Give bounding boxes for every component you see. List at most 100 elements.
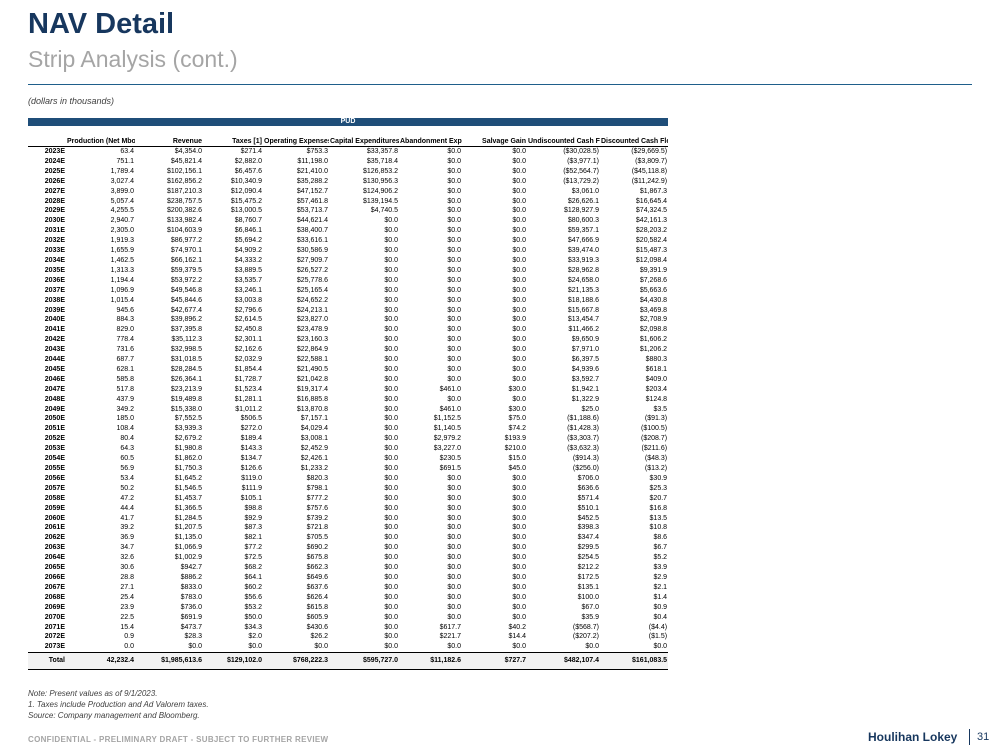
cell: $0.0 — [512, 365, 526, 373]
cell: $0.0 — [447, 603, 461, 611]
cell: $0.0 — [512, 564, 526, 572]
cell: $20,582.4 — [635, 237, 668, 245]
cell: $119.0 — [241, 474, 262, 482]
cell: $23,213.9 — [170, 385, 202, 393]
cell: $637.6 — [306, 583, 328, 591]
cell: 829.0 — [116, 326, 134, 334]
cell: $10.8 — [649, 524, 668, 532]
row-label: 2037E — [44, 286, 65, 294]
cell: $0.0 — [512, 326, 526, 334]
cell: 56.9 — [120, 465, 134, 472]
cell: $162,856.2 — [166, 177, 202, 185]
table-row: 2027E 3,899.0 $187,210.3 $12,090.4 $47,152.7… — [28, 187, 668, 197]
cell: $482,107.4 — [527, 652, 600, 671]
cell: $126.6 — [240, 465, 262, 472]
table-row: 2032E 1,919.3 $86,977.2 $5,694.2 $33,616.1 $0… — [28, 236, 668, 246]
cell: $0.0 — [384, 365, 398, 373]
page-number: 31 — [977, 731, 990, 743]
cell: $0.0 — [512, 554, 526, 562]
subtitle: Strip Analysis (cont.) — [28, 46, 238, 72]
cell: $2,882.0 — [234, 157, 262, 165]
cell: 5,057.4 — [110, 197, 134, 205]
cell: $1,152.5 — [433, 415, 461, 423]
cell: 185.0 — [116, 415, 134, 423]
cell: $23,478.9 — [296, 326, 328, 334]
cell: 3,899.0 — [110, 187, 134, 195]
cell: 30.6 — [120, 564, 134, 572]
cell: 60.5 — [120, 455, 134, 463]
cell: $0.0 — [384, 375, 398, 383]
cell: $67.0 — [581, 603, 599, 611]
cell: $3,003.8 — [234, 296, 262, 304]
table-row: 2073E 0.0 $0.0 $0.0 $0.0 $0.0 $0.0 $0.0 $0.0 $0.0 — [28, 642, 668, 652]
cell: $34.3 — [244, 623, 262, 631]
cell: $0.0 — [384, 643, 398, 651]
cell: $7,971.0 — [571, 346, 599, 354]
table-row: 2069E 23.9 $736.0 $53.2 $615.8 $0.0 $0.0 $0.0 $6… — [28, 603, 668, 613]
cell: $0.0 — [384, 435, 398, 443]
cell: $1,281.1 — [234, 395, 262, 403]
cell: ($1.5) — [648, 633, 668, 641]
cell: ($48.3) — [644, 455, 668, 463]
cell: $1.4 — [653, 593, 668, 601]
cell: $87.3 — [244, 524, 262, 532]
cell: $1,002.9 — [174, 554, 202, 562]
cell: $12,090.4 — [230, 187, 262, 195]
row-label: 2034E — [44, 256, 65, 264]
cell: $0.0 — [384, 524, 398, 532]
cell: $768,222.3 — [263, 652, 329, 671]
cell: $0.0 — [384, 445, 398, 453]
cell: $230.5 — [439, 455, 461, 463]
cell: $0.0 — [512, 177, 526, 185]
cell: $0.0 — [512, 494, 526, 502]
cell: 1,194.4 — [110, 276, 134, 284]
cell: 47.2 — [120, 494, 134, 502]
cell: $26.2 — [310, 633, 328, 641]
column-header: Taxes [1] — [203, 126, 263, 147]
cell: 22.5 — [120, 613, 134, 621]
cell: 80.4 — [120, 435, 134, 443]
cell: $0.0 — [384, 316, 398, 324]
cell: ($1,188.6) — [567, 415, 599, 423]
cell: $0.0 — [384, 405, 398, 413]
cell: 628.1 — [116, 365, 134, 373]
cell: $128,927.9 — [563, 207, 599, 215]
cell: ($29,669.5) — [631, 148, 668, 155]
cell: $777.2 — [306, 494, 328, 502]
cell: $0.0 — [447, 227, 461, 235]
cell: 27.1 — [120, 583, 134, 591]
cell: $28,962.8 — [567, 266, 599, 274]
cell: $44,621.4 — [296, 217, 328, 225]
cell: $0.0 — [384, 425, 398, 433]
table-row: 2024E 751.1 $45,821.4 $2,882.0 $11,198.0 $35,… — [28, 157, 668, 167]
cell: $4,939.6 — [571, 365, 599, 373]
table-row: 2049E 349.2 $15,338.0 $1,011.2 $13,870.8 $0.0… — [28, 405, 668, 415]
cell: $0.0 — [447, 514, 461, 522]
table-row: 2041E 829.0 $37,395.8 $2,450.8 $23,478.9 $0.0… — [28, 325, 668, 335]
cell: $0.0 — [447, 296, 461, 304]
cell: $3,246.1 — [234, 286, 262, 294]
cell: 41.7 — [120, 514, 134, 522]
cell: $30.0 — [508, 385, 526, 393]
cell: $24,213.1 — [296, 306, 328, 314]
cell: $0.0 — [447, 326, 461, 334]
cell: $187,210.3 — [166, 187, 202, 195]
row-label: 2031E — [44, 227, 65, 235]
cell: $0.0 — [447, 197, 461, 205]
cell: $1,867.3 — [639, 187, 668, 195]
cell: $0.0 — [384, 415, 398, 423]
cell: $80,600.3 — [567, 217, 599, 225]
cell: $0.0 — [384, 306, 398, 314]
cell: $59,379.5 — [170, 266, 202, 274]
cell: $0.0 — [512, 237, 526, 245]
cell: $0.0 — [512, 514, 526, 522]
cell: $7,552.5 — [174, 415, 202, 423]
row-label: 2070E — [44, 613, 65, 621]
table-row: 2072E 0.9 $28.3 $2.0 $26.2 $0.0 $221.7 $14.4 ($2… — [28, 632, 668, 642]
column-header: Operating Expenses — [263, 126, 329, 147]
cell: $0.0 — [512, 286, 526, 294]
table-row: 2046E 585.8 $26,364.1 $1,728.7 $21,042.8 $0.0… — [28, 375, 668, 385]
cell: ($256.0) — [572, 465, 599, 472]
title: NAV Detail — [28, 8, 175, 40]
cell: $0.0 — [512, 296, 526, 304]
